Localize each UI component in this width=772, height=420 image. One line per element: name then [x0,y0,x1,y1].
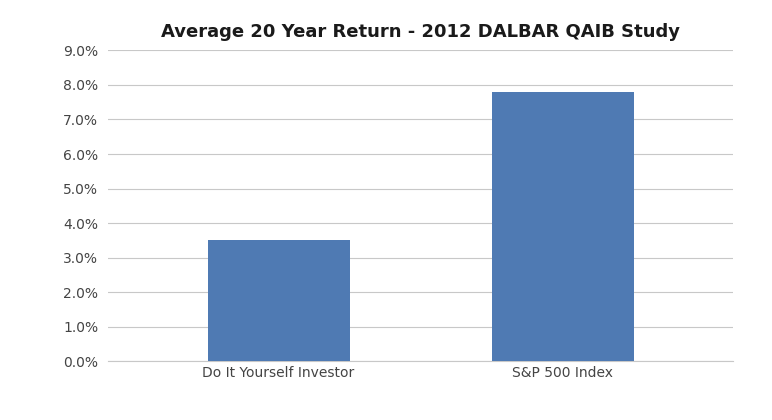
Bar [208,240,350,361]
Bar [492,92,634,361]
Title: Average 20 Year Return - 2012 DALBAR QAIB Study: Average 20 Year Return - 2012 DALBAR QAI… [161,23,680,40]
